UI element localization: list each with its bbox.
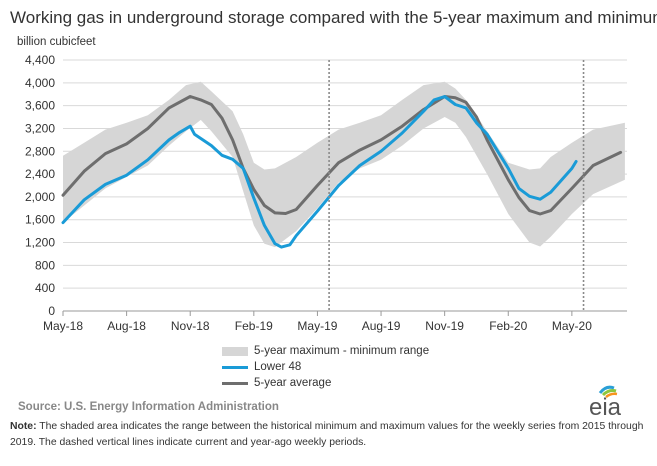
tick-label-layer: 0 400 800 1,200 1,600 2,000 2,400 2,800 3,200 3,6… (25, 53, 592, 333)
x-tick-label: May-19 (297, 319, 337, 333)
legend-label-range: 5-year maximum - minimum range (254, 345, 430, 357)
note-body: The shaded area indicates the range betw… (10, 421, 644, 448)
eia-logo-text: eia (589, 394, 622, 421)
x-tick-label: Feb-19 (235, 319, 273, 333)
range-band (63, 81, 625, 248)
legend-item-range: 5-year maximum - minimum range (222, 343, 429, 359)
y-tick-label: 2,000 (25, 190, 55, 204)
legend: 5-year maximum - minimum range Lower 48 … (222, 343, 429, 391)
legend-label-lower48: Lower 48 (254, 361, 302, 373)
range-band-layer (63, 81, 625, 248)
y-tick-label: 2,400 (25, 167, 55, 181)
eia-logo-graphic (598, 385, 618, 399)
y-tick-label: 3,600 (25, 99, 55, 113)
eia-logo: eia (584, 384, 638, 421)
y-tick-label: 3,200 (25, 121, 55, 135)
legend-swatch-average (222, 381, 248, 385)
chart-title: Working gas in underground storage compa… (10, 8, 657, 27)
x-tick-label: Aug-19 (362, 319, 401, 333)
legend-swatch-range (222, 346, 248, 356)
average-line (61, 95, 623, 216)
legend-swatch-lower48 (222, 365, 248, 369)
source-text: Source: U.S. Energy Information Administ… (18, 401, 279, 413)
y-tick-label: 400 (35, 281, 55, 295)
y-tick-label: 1,600 (25, 213, 55, 227)
y-tick-label: 0 (48, 304, 55, 318)
y-tick-label: 1,200 (25, 236, 55, 250)
legend-item-lower48: Lower 48 (222, 359, 429, 375)
dashed-vertical-lines (328, 60, 585, 311)
x-tick-label: May-20 (552, 319, 592, 333)
lower48-line (61, 95, 578, 249)
note-text: Note: The shaded area indicates the rang… (10, 419, 650, 451)
y-tick-label: 2,800 (25, 144, 55, 158)
x-tick-label: Aug-18 (107, 319, 146, 333)
y-tick-label: 800 (35, 258, 55, 272)
x-tick-label: May-18 (43, 319, 83, 333)
y-axis-unit-label: billion cubicfeet (17, 36, 96, 48)
x-tick-label: Feb-20 (489, 319, 527, 333)
x-tick-label: Nov-19 (425, 319, 464, 333)
y-tick-label: 4,400 (25, 53, 55, 67)
x-tick-label: Nov-18 (171, 319, 210, 333)
note-label: Note: (10, 421, 37, 432)
series-line-layer (61, 95, 623, 249)
legend-item-average: 5-year average (222, 375, 429, 391)
y-tick-label: 4,000 (25, 76, 55, 90)
legend-label-average: 5-year average (254, 377, 332, 389)
storage-chart: 0 400 800 1,200 1,600 2,000 2,400 2,800 3,200 3,6… (25, 53, 627, 333)
